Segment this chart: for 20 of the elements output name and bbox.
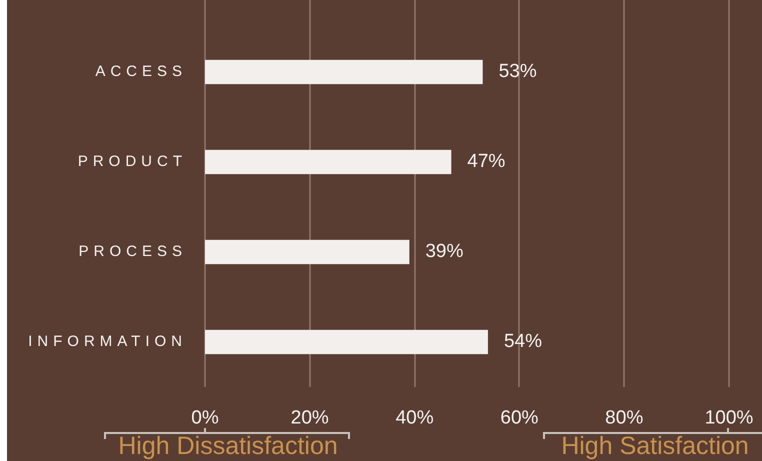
x-tick-label: 20%	[290, 408, 329, 429]
y-tick-label: PROCESS	[78, 243, 187, 261]
bar	[205, 150, 452, 174]
x-tick-label: 100%	[704, 408, 754, 429]
bar	[205, 240, 410, 264]
data-label: 54%	[504, 331, 542, 352]
y-tick-label: PRODUCT	[78, 153, 187, 171]
x-tick-label: 0%	[191, 408, 219, 429]
text: High Dissatisfaction	[118, 432, 338, 460]
bar	[205, 330, 488, 354]
bar	[205, 60, 483, 84]
data-label: 39%	[425, 241, 464, 262]
y-tick-label: INFORMATION	[28, 333, 187, 351]
x-tick-label: 60%	[500, 408, 539, 429]
x-tick-label: 80%	[605, 408, 644, 429]
data-label: 47%	[467, 151, 506, 172]
x-tick-label: 40%	[396, 408, 434, 429]
data-label: 53%	[498, 61, 537, 82]
y-tick-label: ACCESS	[95, 63, 187, 81]
text: High Satisfaction	[561, 432, 749, 460]
